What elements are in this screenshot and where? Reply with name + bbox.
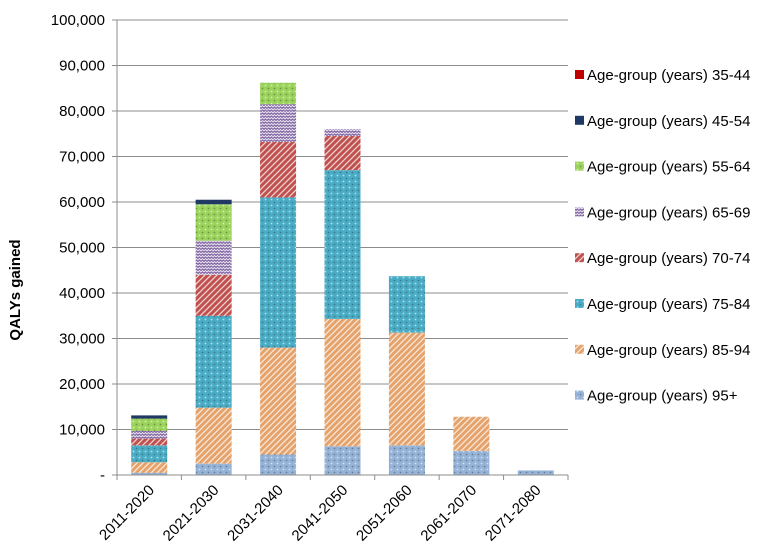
y-tick-label: 20,000	[59, 376, 105, 393]
bar-segment	[324, 129, 361, 137]
bar-segment	[324, 446, 361, 475]
legend-label: Age-group (years) 95+	[587, 388, 738, 405]
legend-swatch	[575, 207, 584, 217]
bar-segment	[517, 470, 554, 475]
bar-segment	[453, 450, 490, 475]
legend-label: Age-group (years) 45-54	[587, 113, 750, 130]
bar-segment	[131, 445, 168, 463]
legend-label: Age-group (years) 85-94	[587, 342, 750, 359]
bar-segment	[260, 82, 297, 105]
legend: Age-group (years) 35-44 Age-group (years)…	[575, 67, 750, 405]
bar-segment	[195, 315, 232, 408]
y-tick-label: 10,000	[59, 422, 105, 439]
legend-swatch	[575, 299, 584, 308]
x-tick-label: 2071-2080	[482, 482, 545, 545]
bar-segment	[260, 454, 297, 475]
bar-segment	[131, 472, 168, 475]
legend-swatch	[575, 253, 584, 263]
bar-segment	[195, 199, 232, 205]
bar-segment	[131, 418, 168, 431]
y-tick-label: 90,000	[59, 58, 105, 75]
y-tick-label: 80,000	[59, 103, 105, 120]
bar-segment	[195, 204, 232, 241]
x-tick-label: 2031-2040	[224, 482, 287, 545]
legend-label: Age-group (years) 70-74	[587, 250, 750, 267]
y-tick-label: 70,000	[59, 149, 105, 166]
legend-label: Age-group (years) 75-84	[587, 296, 750, 313]
legend-swatch	[575, 390, 584, 400]
bar-segment	[388, 332, 425, 446]
bar-segment	[195, 240, 232, 275]
legend-label: Age-group (years) 35-44	[587, 67, 750, 84]
bar-segment	[324, 170, 361, 319]
legend-swatch	[575, 161, 584, 171]
bar-segment	[195, 407, 232, 464]
bar-segment	[131, 462, 168, 473]
x-tick-label: 2021-2030	[160, 482, 223, 545]
x-tick-label: 2011-2020	[96, 482, 158, 544]
y-tick-label: -	[100, 467, 105, 484]
bar-segment	[131, 438, 168, 446]
bar-segment	[324, 318, 361, 447]
axes: - 10,000 20,000 30,000 40,000 50,000 60,000 70,…	[51, 12, 569, 545]
bar-segment	[260, 104, 297, 142]
legend-swatch	[575, 70, 584, 79]
legend-label: Age-group (years) 65-69	[587, 204, 750, 221]
legend-swatch	[575, 115, 584, 125]
bar-segment	[453, 416, 490, 451]
bar-segment	[195, 463, 232, 475]
y-axis-title: QALYs gained	[7, 239, 24, 340]
bar-segment	[260, 347, 297, 455]
bar-segment	[260, 141, 297, 198]
y-tick-label: 40,000	[59, 285, 105, 302]
legend-swatch	[575, 344, 584, 354]
x-tick-label: 2061-2070	[417, 482, 480, 545]
bar-segment	[388, 445, 425, 475]
bar-segment	[131, 415, 168, 419]
y-tick-label: 50,000	[59, 240, 105, 257]
y-tick-label: 60,000	[59, 194, 105, 211]
bars	[131, 82, 554, 475]
bar-segment	[260, 197, 297, 348]
bar-segment	[195, 274, 232, 316]
bar-segment	[388, 276, 425, 333]
y-tick-label: 30,000	[59, 331, 105, 348]
bar-segment	[324, 136, 361, 171]
bar-segment	[131, 430, 168, 439]
x-tick-label: 2051-2060	[353, 482, 416, 545]
y-tick-label: 100,000	[51, 12, 105, 29]
legend-label: Age-group (years) 55-64	[587, 159, 750, 176]
x-tick-label: 2041-2050	[289, 482, 352, 545]
